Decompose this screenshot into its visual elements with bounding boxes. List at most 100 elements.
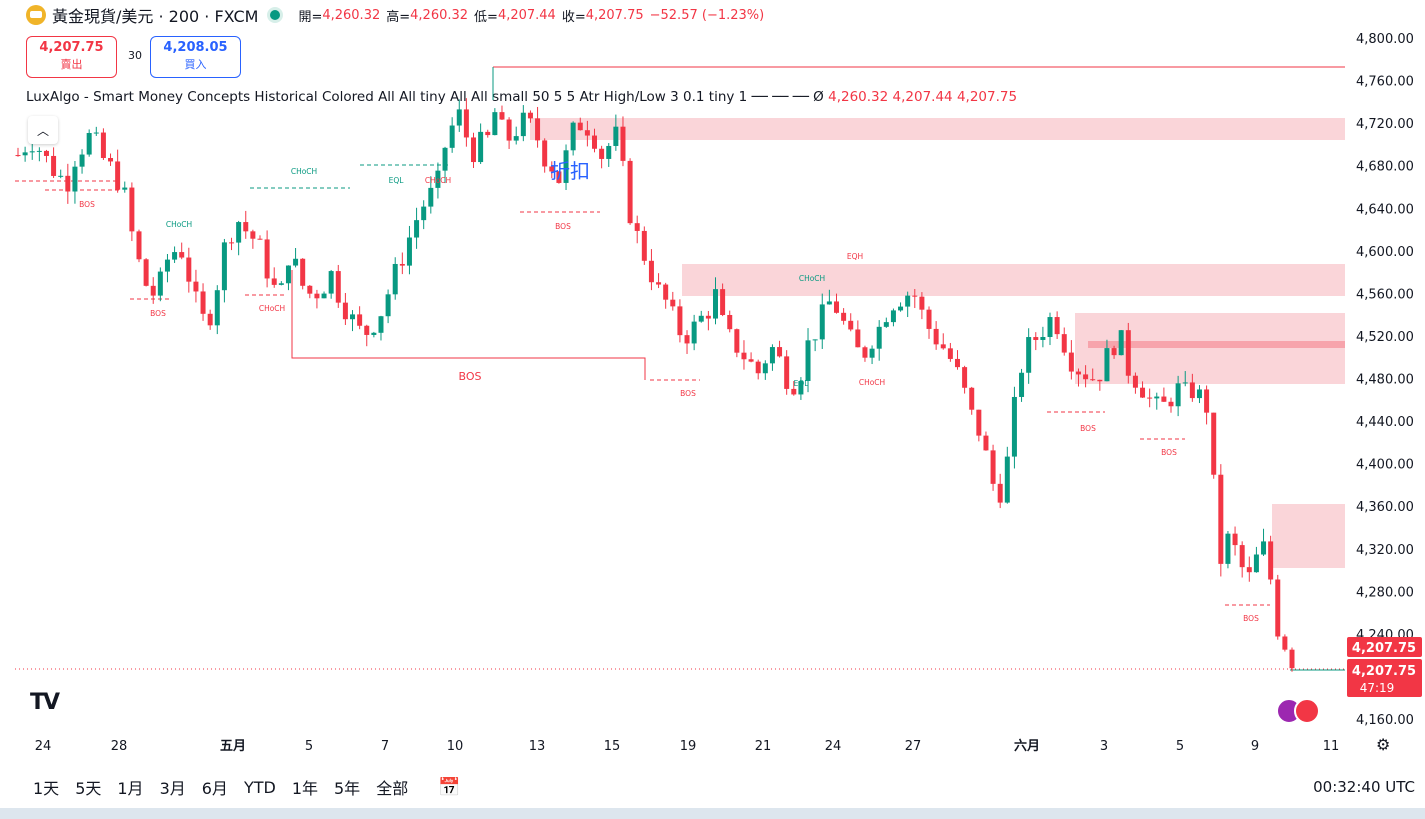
candle-body [862,347,868,358]
candle [1175,375,1181,417]
x-tick-label: 24 [35,739,52,754]
candle [677,299,683,343]
x-tick-label: 9 [1251,739,1259,754]
candle-body [335,271,341,303]
range-6m[interactable]: 6月 [201,779,228,798]
price-tag-label: 4,207.75 [1352,641,1416,656]
candle [293,248,299,268]
candle [65,163,71,204]
candle [1147,388,1153,408]
candle [1218,464,1224,577]
y-tick-label: 4,280.00 [1356,585,1414,600]
candle-body [648,260,654,283]
candle-body [36,150,42,152]
candle [200,283,206,321]
candle [271,267,277,288]
utc-clock[interactable]: 00:32:40 UTC [1313,778,1415,796]
smc-label: EQH [847,252,863,261]
candle [1204,385,1210,425]
candle [990,444,996,491]
candle-body [1204,389,1210,413]
candle-body [1182,382,1188,384]
candle-body [592,135,598,149]
candle [1118,329,1124,356]
candle [129,182,135,242]
candle [755,359,761,380]
candle [933,321,939,350]
candle [962,365,968,394]
candle-body [342,302,348,320]
range-1m[interactable]: 1月 [117,779,144,798]
candle [264,230,270,288]
collapse-legend-button[interactable]: ︿ [28,116,58,144]
candle-body [791,388,797,395]
symbol-title[interactable]: 黃金現貨/美元 · 200 · FXCM [52,7,259,26]
candle [663,282,669,309]
candle-body [506,119,512,141]
candle [734,328,740,358]
candle [890,308,896,327]
candle [627,158,633,225]
change-value: −52.57 (−1.23%) [649,7,765,23]
indicator-legend[interactable]: LuxAlgo - Smart Money Concepts Historica… [26,89,1017,105]
candle [769,344,775,371]
candle-body [755,361,761,374]
candle-body [307,285,313,294]
x-tick-label: 六月 [1014,738,1040,754]
candle [186,247,192,293]
range-3m[interactable]: 3月 [159,779,186,798]
tradingview-logo[interactable]: TV [30,690,60,715]
candle-body [1168,401,1174,407]
candle-body [314,293,320,299]
calendar-icon[interactable]: 📅 [438,776,461,798]
candle-body [912,295,918,297]
candle [513,126,519,145]
range-all[interactable]: 全部 [376,779,409,798]
range-ytd[interactable]: YTD [243,777,276,797]
candle [798,377,804,400]
candle-body [1090,379,1096,381]
candle [122,181,128,193]
range-1y[interactable]: 1年 [291,779,318,798]
candle [1232,526,1238,556]
candle [1011,386,1017,469]
sell-label: 賣出 [60,58,83,71]
candle-body [876,326,882,349]
candle [613,114,619,151]
x-tick-label: 27 [905,739,922,754]
candle [1289,647,1295,672]
candle-body [172,252,178,260]
candle-body [777,347,783,357]
candle [1225,530,1231,569]
us-flag-icon[interactable] [1294,698,1320,724]
smc-label: CHoCH [425,176,451,185]
range-1d[interactable]: 1天 [33,779,60,798]
y-tick-label: 4,320.00 [1356,543,1414,558]
candle [378,315,384,341]
candle-body [257,238,263,240]
sell-button[interactable]: 4,207.75 賣出 [26,36,117,78]
candle [898,302,904,312]
candle [684,330,690,354]
candle-body [962,367,968,388]
settings-gear-icon[interactable]: ⚙ [1376,735,1391,754]
range-5y[interactable]: 5年 [334,779,361,798]
candle-body [43,150,49,156]
candle [570,121,576,156]
candle [812,339,818,352]
candle-body [29,151,35,153]
candle-body [620,126,626,161]
candle [371,331,377,338]
candle [1211,412,1217,479]
candle-body [1019,372,1025,397]
candle [641,226,647,265]
y-tick-label: 4,760.00 [1356,75,1414,90]
buy-button[interactable]: 4,208.05 買入 [150,36,241,78]
candle [221,238,227,303]
range-5d[interactable]: 5天 [75,779,102,798]
event-icons[interactable] [1276,698,1320,724]
candle-body [570,122,576,151]
candle [620,116,626,167]
candle-body [684,335,690,344]
